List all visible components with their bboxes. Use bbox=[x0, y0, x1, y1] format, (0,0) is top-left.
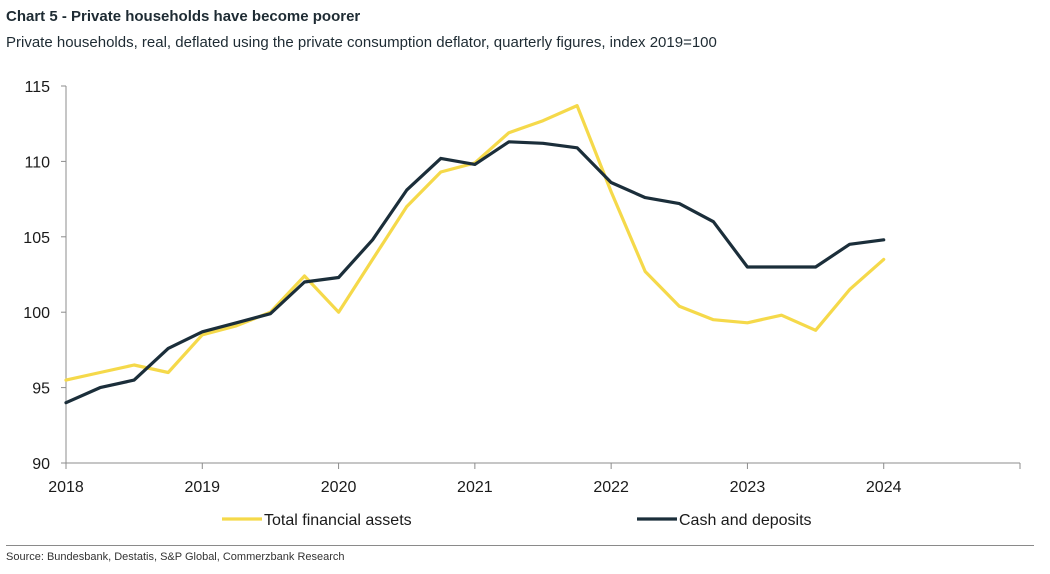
x-tick-label: 2020 bbox=[321, 479, 357, 496]
y-tick-label: 115 bbox=[24, 79, 50, 96]
source-note: Source: Bundesbank, Destatis, S&P Global… bbox=[6, 551, 345, 563]
chart-title: Chart 5 - Private households have become… bbox=[6, 8, 361, 25]
x-tick-label: 2022 bbox=[593, 479, 629, 496]
x-tick-label: 2023 bbox=[730, 479, 766, 496]
x-tick-label: 2021 bbox=[457, 479, 493, 496]
y-tick-label: 100 bbox=[23, 305, 50, 322]
legend-label: Total financial assets bbox=[264, 512, 412, 529]
x-tick-label: 2018 bbox=[48, 479, 84, 496]
y-tick-label: 110 bbox=[24, 154, 50, 171]
chart-subtitle: Private households, real, deflated using… bbox=[6, 34, 717, 51]
y-tick-label: 95 bbox=[32, 381, 50, 398]
y-tick-label: 105 bbox=[23, 230, 50, 247]
legend-label: Cash and deposits bbox=[679, 512, 812, 529]
x-tick-label: 2024 bbox=[866, 479, 902, 496]
series-line-cash-and-deposits bbox=[64, 140, 886, 405]
y-tick-label: 90 bbox=[32, 456, 50, 473]
x-tick-label: 2019 bbox=[184, 479, 220, 496]
line-chart: 90 95 100 105 110 115 2018 2019 2020 2021 2022 2023… bbox=[23, 79, 1021, 529]
source-divider bbox=[6, 545, 1034, 546]
